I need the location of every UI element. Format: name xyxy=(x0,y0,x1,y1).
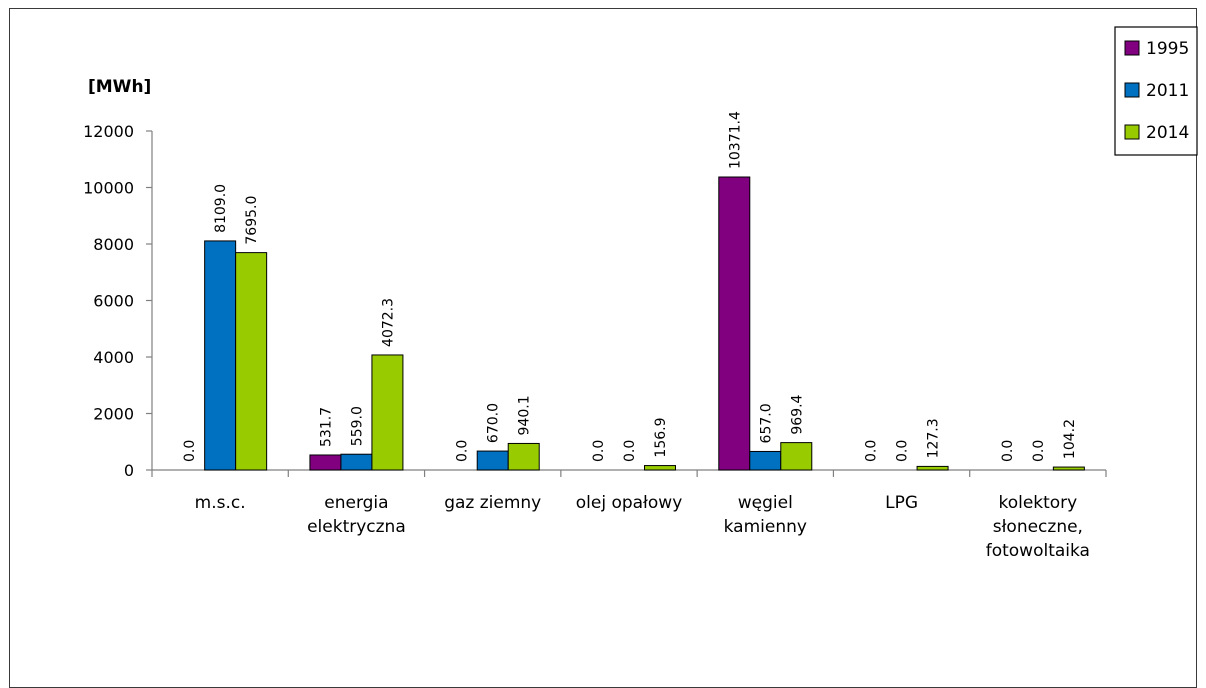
legend-swatch-1995 xyxy=(1124,40,1140,56)
bar-2011 xyxy=(476,450,509,471)
data-label: 0.0 xyxy=(591,440,607,462)
data-label: 0.0 xyxy=(895,440,911,462)
data-label: 969.4 xyxy=(789,394,805,434)
category-label: węgiel xyxy=(738,493,793,513)
data-label: 0.0 xyxy=(182,440,198,462)
data-label: 7695.0 xyxy=(244,196,260,245)
legend-swatch-2014 xyxy=(1124,124,1140,140)
category-label: fotowoltaika xyxy=(986,541,1090,561)
data-label: 0.0 xyxy=(455,440,471,462)
bar-2011 xyxy=(340,453,373,471)
bar-2014 xyxy=(371,354,404,471)
y-tick-label: 12000 xyxy=(83,122,134,141)
legend-swatch-2011 xyxy=(1124,82,1140,98)
data-label: 670.0 xyxy=(486,403,502,443)
bar-2014 xyxy=(780,442,813,471)
category-label: słoneczne, xyxy=(993,517,1083,537)
bar-1995 xyxy=(718,176,751,471)
y-tick-label: 6000 xyxy=(93,292,134,311)
category-labels-group: m.s.c. energia elektryczna gaz ziemny olej o… xyxy=(195,493,1090,561)
bars-group xyxy=(204,176,1085,471)
data-label: 559.0 xyxy=(349,406,365,446)
data-label: 0.0 xyxy=(1031,440,1047,462)
y-tick-label: 8000 xyxy=(93,235,134,254)
data-label: 0.0 xyxy=(622,440,638,462)
data-labels-group: 0.0 8109.0 7695.0 531.7 559.0 4072.3 0.0 670.0 9… xyxy=(182,111,1078,462)
bar-2014 xyxy=(916,465,949,471)
bar-2014 xyxy=(507,442,540,471)
data-label: 657.0 xyxy=(758,403,774,443)
legend-label: 2014 xyxy=(1146,123,1189,143)
data-label: 127.3 xyxy=(926,418,942,458)
bar-2011 xyxy=(204,240,237,471)
data-label: 531.7 xyxy=(318,407,334,447)
category-label: m.s.c. xyxy=(195,493,246,513)
data-label: 8109.0 xyxy=(213,184,229,233)
legend-label: 2011 xyxy=(1146,81,1189,101)
category-label: olej opałowy xyxy=(576,493,683,513)
data-label: 0.0 xyxy=(1000,440,1016,462)
bar-2014 xyxy=(235,252,268,471)
data-label: 4072.3 xyxy=(380,298,396,347)
data-label: 0.0 xyxy=(864,440,880,462)
y-axis-unit-label: [MWh] xyxy=(88,77,151,97)
category-label: elektryczna xyxy=(307,517,406,537)
bar-2014 xyxy=(1052,466,1085,471)
data-label: 10371.4 xyxy=(727,111,743,169)
bar-1995 xyxy=(309,454,342,471)
category-label: kamienny xyxy=(724,517,807,537)
legend: 1995 2011 2014 xyxy=(1114,26,1198,156)
y-tick-label: 2000 xyxy=(93,405,134,424)
data-label: 940.1 xyxy=(517,395,533,435)
category-label: kolektory xyxy=(998,493,1077,513)
y-tick-label: 10000 xyxy=(83,179,134,198)
data-label: 104.2 xyxy=(1062,419,1078,459)
bar-2011 xyxy=(749,450,782,471)
y-tick-label: 0 xyxy=(124,461,134,480)
data-label: 156.9 xyxy=(653,417,669,457)
y-tick-label: 4000 xyxy=(93,348,134,367)
bar-2014 xyxy=(644,465,676,471)
legend-label: 1995 xyxy=(1146,39,1189,59)
category-label: energia xyxy=(324,493,388,513)
category-label: LPG xyxy=(885,493,918,513)
category-label: gaz ziemny xyxy=(444,493,541,513)
